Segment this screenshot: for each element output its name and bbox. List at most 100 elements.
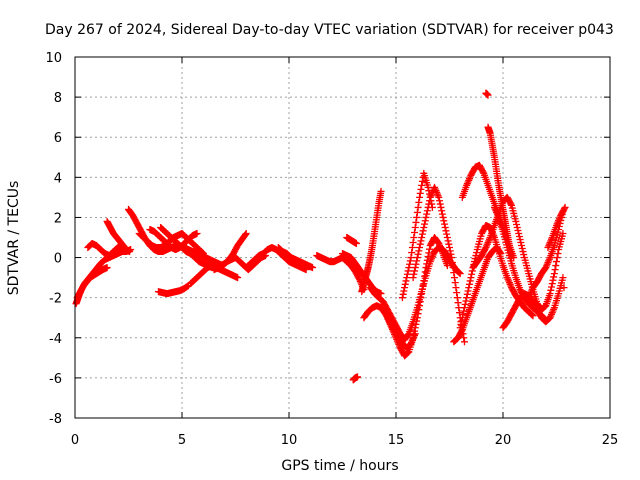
data-point — [515, 229, 523, 237]
data-point — [466, 277, 474, 285]
data-point — [438, 248, 446, 256]
data-point — [386, 319, 394, 327]
data-point — [547, 237, 555, 245]
data-point — [412, 218, 420, 226]
data-point — [451, 279, 459, 287]
data-points — [72, 89, 569, 384]
data-point — [436, 197, 444, 205]
data-point — [463, 181, 471, 189]
data-point — [395, 340, 403, 348]
data-point — [492, 207, 500, 215]
data-point — [553, 258, 560, 266]
data-point — [460, 307, 468, 315]
data-point — [449, 264, 457, 272]
data-point — [411, 267, 419, 275]
data-point — [421, 217, 429, 225]
data-point — [453, 289, 461, 297]
data-point — [512, 217, 520, 225]
data-point — [479, 168, 487, 176]
data-point — [547, 286, 555, 294]
data-point — [548, 280, 556, 288]
data-point — [552, 262, 560, 270]
data-point — [401, 284, 409, 292]
data-point — [545, 257, 553, 265]
data-point — [551, 266, 559, 274]
data-point — [417, 185, 425, 193]
data-point — [459, 310, 467, 318]
data-point — [473, 249, 481, 257]
data-point — [355, 274, 363, 282]
data-point — [377, 187, 385, 195]
data-point — [527, 289, 535, 297]
plot-frame — [74, 56, 611, 419]
data-point — [429, 251, 437, 259]
data-point — [408, 244, 416, 252]
data-point — [526, 290, 534, 298]
data-point — [443, 230, 451, 238]
data-point — [409, 239, 417, 247]
data-point — [396, 342, 404, 350]
data-point — [520, 251, 528, 259]
data-point — [431, 185, 439, 193]
data-point — [406, 257, 414, 265]
data-point — [439, 213, 447, 221]
data-point — [507, 200, 515, 208]
data-point — [550, 270, 558, 278]
data-point — [416, 298, 424, 306]
data-point — [393, 337, 401, 345]
data-point — [413, 317, 421, 325]
data-point — [525, 294, 533, 302]
data-point — [559, 229, 567, 237]
data-point — [548, 283, 556, 291]
data-point — [426, 193, 434, 201]
data-point — [545, 240, 553, 248]
data-point — [420, 277, 428, 285]
data-point — [441, 223, 449, 231]
y-tick-label: 6 — [54, 131, 62, 146]
data-point — [545, 242, 553, 250]
y-tick-label: 2 — [54, 211, 62, 226]
data-point — [555, 215, 563, 223]
data-point — [505, 277, 513, 285]
x-tick-label: 0 — [71, 433, 79, 448]
data-point — [389, 327, 397, 335]
data-point — [442, 227, 450, 235]
data-point — [412, 260, 420, 268]
data-point — [309, 264, 317, 272]
data-point — [418, 234, 426, 241]
data-point — [484, 91, 492, 99]
data-point — [546, 314, 554, 322]
data-point — [414, 203, 422, 211]
data-point — [485, 235, 493, 243]
chart-title: Day 267 of 2024, Sidereal Day-to-day VTE… — [45, 22, 614, 38]
data-point — [458, 317, 466, 325]
data-point — [546, 239, 554, 247]
data-point — [425, 249, 433, 257]
data-point — [444, 237, 452, 245]
data-point — [468, 270, 476, 278]
data-point — [399, 290, 407, 298]
data-point — [410, 270, 418, 278]
data-point — [413, 254, 421, 262]
data-point — [506, 280, 514, 288]
data-point — [434, 192, 442, 200]
data-point — [387, 322, 395, 330]
data-point — [385, 317, 393, 325]
data-point — [468, 267, 476, 275]
data-point — [433, 188, 441, 196]
data-point — [445, 240, 453, 248]
data-point — [544, 244, 552, 252]
data-point — [424, 253, 432, 261]
data-point — [450, 274, 458, 282]
data-point — [466, 173, 474, 181]
data-point — [456, 270, 464, 278]
data-point — [465, 175, 473, 183]
data-point — [416, 240, 424, 248]
data-point — [461, 300, 469, 308]
y-tick-label: 10 — [45, 51, 62, 66]
y-tick-label: 8 — [54, 91, 62, 106]
data-point — [458, 327, 466, 335]
data-point — [432, 187, 440, 195]
data-point — [555, 216, 563, 224]
